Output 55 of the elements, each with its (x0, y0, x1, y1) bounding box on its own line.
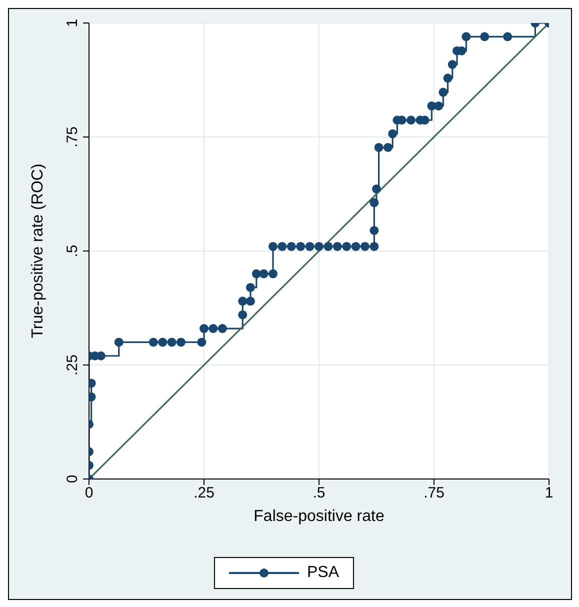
point (176, 338, 186, 347)
point (268, 269, 278, 278)
point (314, 242, 324, 251)
y-tick-label: .25 (64, 354, 81, 376)
point (372, 184, 381, 194)
point (434, 101, 444, 110)
x-axis-title: False-positive rate (254, 508, 384, 525)
point (370, 242, 379, 251)
point (438, 88, 448, 97)
point (388, 129, 398, 138)
y-tick-label: 1 (64, 18, 81, 28)
point (167, 338, 176, 347)
x-tick-label: 1 (544, 484, 554, 502)
point (370, 198, 379, 208)
point (246, 282, 255, 292)
point (351, 242, 360, 251)
point (324, 242, 333, 251)
point (252, 269, 261, 278)
point (443, 74, 452, 83)
point (370, 226, 379, 235)
x-tick-label: .75 (424, 484, 444, 502)
point (238, 296, 248, 306)
point (305, 242, 314, 251)
point (259, 269, 268, 278)
y-axis-title: True-positive rate (ROC) (30, 164, 47, 338)
point (374, 142, 384, 152)
point (448, 60, 457, 69)
point (246, 296, 255, 306)
point (218, 324, 227, 334)
y-tick-label: 0 (64, 474, 81, 484)
point (268, 242, 278, 251)
point (332, 242, 342, 251)
point (200, 324, 208, 334)
point (462, 32, 471, 42)
point (197, 338, 206, 347)
point (503, 32, 512, 42)
point (342, 242, 352, 251)
point (286, 242, 296, 251)
y-tick-label: .5 (64, 244, 81, 258)
x-tick-label: 0 (84, 484, 94, 502)
point (384, 142, 392, 152)
x-tick-label: .25 (194, 484, 214, 502)
legend-label: PSA (306, 564, 339, 582)
point (158, 338, 168, 347)
point (148, 338, 158, 347)
point (480, 32, 490, 42)
point (296, 242, 306, 251)
point (238, 310, 248, 320)
y-tick-label: .75 (64, 126, 81, 148)
point (114, 338, 124, 347)
point (208, 324, 218, 334)
point (278, 242, 287, 251)
x-tick-label: .5 (312, 484, 326, 502)
point (406, 116, 416, 125)
point (360, 242, 370, 251)
